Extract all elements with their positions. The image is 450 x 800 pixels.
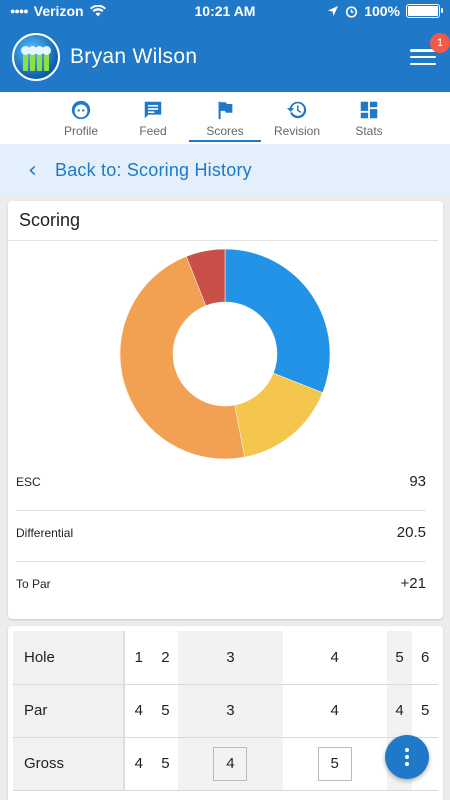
table-cell: 1 [124,631,153,685]
more-options-button[interactable] [385,735,429,779]
table-cell: 3 [178,631,283,685]
tab-feed[interactable]: Feed [117,92,189,144]
table-cell: 4 [178,737,283,791]
more-vert-icon [405,748,409,752]
tab-label: Revision [273,123,321,138]
tab-label: Profile [63,123,98,138]
dashboard-icon [360,101,378,118]
menu-button[interactable]: 1 [410,33,450,67]
row-label: Par [13,684,125,738]
tab-label: Feed [139,123,167,138]
tab-scores[interactable]: Scores [189,92,261,144]
back-link[interactable]: ‹ Back to: Scoring History [0,144,450,196]
stat-value: 93 [409,473,426,490]
table-cell: 4 [386,684,413,738]
table-cell: 4 [124,684,153,738]
wifi-icon [89,5,106,17]
table-cell: 5 [282,737,387,791]
user-name: Bryan Wilson [70,45,198,68]
table-cell: 5 [386,631,413,685]
scorecard: Hole 1 2 3 4 5 6 Par 4 5 3 4 4 5 Gross 4… [8,626,443,800]
table-cell: 4 [282,631,387,685]
table-row: Hole 1 2 3 4 5 6 [13,631,438,685]
stat-row-to-par: To Par +21 [16,575,426,592]
battery-icon [406,4,443,18]
face-icon [71,100,91,119]
divider [16,561,426,562]
alarm-icon [346,5,358,18]
table-cell: 5 [412,684,438,738]
tab-label: Scores [206,123,244,138]
scorecard-table: Hole 1 2 3 4 5 6 Par 4 5 3 4 4 5 Gross 4… [13,631,438,791]
stat-value: +21 [400,575,426,592]
tab-bar: Profile Feed Scores Revision Stats [0,92,450,144]
donut-slice-4 [186,248,226,306]
signal-icon: ●●●● [10,6,29,16]
stat-label: ESC [16,474,41,489]
scoring-card: Scoring ESC 93 Differential 20.5 To Par … [8,201,443,619]
flag-icon [218,101,233,119]
row-label: Gross [13,737,125,791]
scoring-donut-chart [119,248,331,460]
donut-slice-1 [224,248,331,393]
tab-revision[interactable]: Revision [261,92,333,144]
feed-icon [144,101,162,118]
table-cell: 5 [152,737,179,791]
table-cell: 5 [152,684,179,738]
divider [16,510,426,511]
table-cell: 2 [152,631,179,685]
table-cell: 3 [178,684,283,738]
tab-stats[interactable]: Stats [333,92,405,144]
status-time: 10:21 AM [194,3,256,19]
row-label: Hole [13,631,125,685]
battery-percent: 100% [364,3,400,19]
history-icon [286,101,307,118]
stat-row-esc: ESC 93 [16,473,426,490]
stat-row-differential: Differential 20.5 [16,524,426,541]
table-cell: 4 [124,737,153,791]
carrier-label: Verizon [33,3,84,19]
app-header: ●●●● Verizon 10:21 AM 100% Bryan Wilson … [0,0,450,92]
tab-label: Stats [355,123,383,138]
donut-slice-3 [119,256,245,460]
table-row: Par 4 5 3 4 4 5 [13,684,438,738]
score-box: 4 [213,746,248,781]
stat-label: Differential [16,525,74,540]
status-bar: ●●●● Verizon 10:21 AM 100% [0,0,450,22]
notification-badge: 1 [430,33,450,53]
app-logo [12,33,60,81]
table-row: Gross 4 5 4 5 4 [13,737,438,791]
score-box: 5 [317,746,352,781]
table-cell: 6 [412,631,438,685]
location-icon [328,6,339,16]
card-title: Scoring [8,201,438,241]
chevron-left-icon: ‹ [28,157,37,183]
stat-label: To Par [16,576,51,591]
tab-profile[interactable]: Profile [45,92,117,144]
table-cell: 4 [282,684,387,738]
back-link-label: Back to: Scoring History [55,159,252,180]
stat-value: 20.5 [396,524,426,541]
